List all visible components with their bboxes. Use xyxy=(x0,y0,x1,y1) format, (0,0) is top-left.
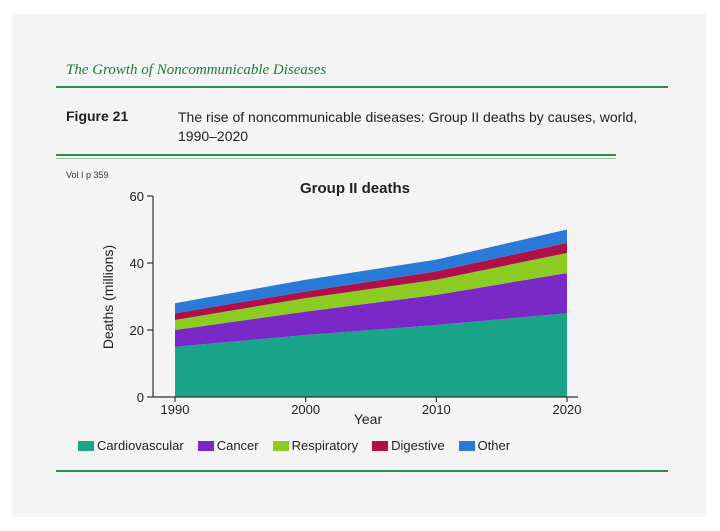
chart-title: Group II deaths xyxy=(300,180,410,197)
area-cancer xyxy=(175,273,567,347)
legend-label: Digestive xyxy=(391,438,445,453)
y-tick-label: 20 xyxy=(130,323,144,338)
legend-label: Cardiovascular xyxy=(97,438,184,453)
chart-legend: Cardiovascular Cancer Respiratory Digestive… xyxy=(78,438,510,453)
footer-rule xyxy=(56,470,668,472)
area-respiratory xyxy=(175,252,567,330)
legend-swatch xyxy=(197,440,214,451)
legend-swatch xyxy=(272,440,289,451)
legend-item-other: Other xyxy=(458,438,511,453)
chart-axes: 0 20 40 60 1990 2000 2010 2020 xyxy=(130,189,582,417)
area-cardiovascular xyxy=(175,313,567,397)
figure-caption: The rise of noncommunicable diseases: Gr… xyxy=(178,109,638,144)
legend-item-cancer: Cancer xyxy=(197,438,259,453)
legend-label: Respiratory xyxy=(291,438,359,453)
x-tick-label: 2010 xyxy=(422,402,451,417)
x-tick-label: 1990 xyxy=(161,402,190,417)
y-axis-label: Deaths (millions) xyxy=(100,245,116,349)
x-tick-label: 2000 xyxy=(291,402,320,417)
slide-panel xyxy=(12,14,706,517)
area-layers xyxy=(175,229,567,397)
header-rule xyxy=(56,86,668,88)
legend-swatch xyxy=(78,440,94,451)
legend-swatch xyxy=(372,440,389,451)
y-tick-label: 0 xyxy=(137,390,144,405)
header-title: The Growth of Noncommunicable Diseases xyxy=(66,62,327,78)
x-tick-label: 2020 xyxy=(553,402,582,417)
area-digestive xyxy=(175,242,567,320)
legend-item-cardiovascular: Cardiovascular xyxy=(78,438,184,453)
figure-label: Figure 21 xyxy=(66,108,129,124)
area-other xyxy=(175,229,567,314)
legend-item-digestive: Digestive xyxy=(372,438,445,453)
legend-item-respiratory: Respiratory xyxy=(272,438,359,453)
legend-label: Other xyxy=(477,438,511,453)
caption-rule xyxy=(56,154,616,156)
x-axis-label: Year xyxy=(354,411,383,427)
legend-label: Cancer xyxy=(216,438,259,453)
caption-rule-thin xyxy=(56,158,616,159)
legend-swatch xyxy=(458,440,475,451)
y-tick-label: 60 xyxy=(130,189,144,204)
volume-note: Vol I p 359 xyxy=(66,170,109,180)
y-tick-label: 40 xyxy=(130,256,144,271)
